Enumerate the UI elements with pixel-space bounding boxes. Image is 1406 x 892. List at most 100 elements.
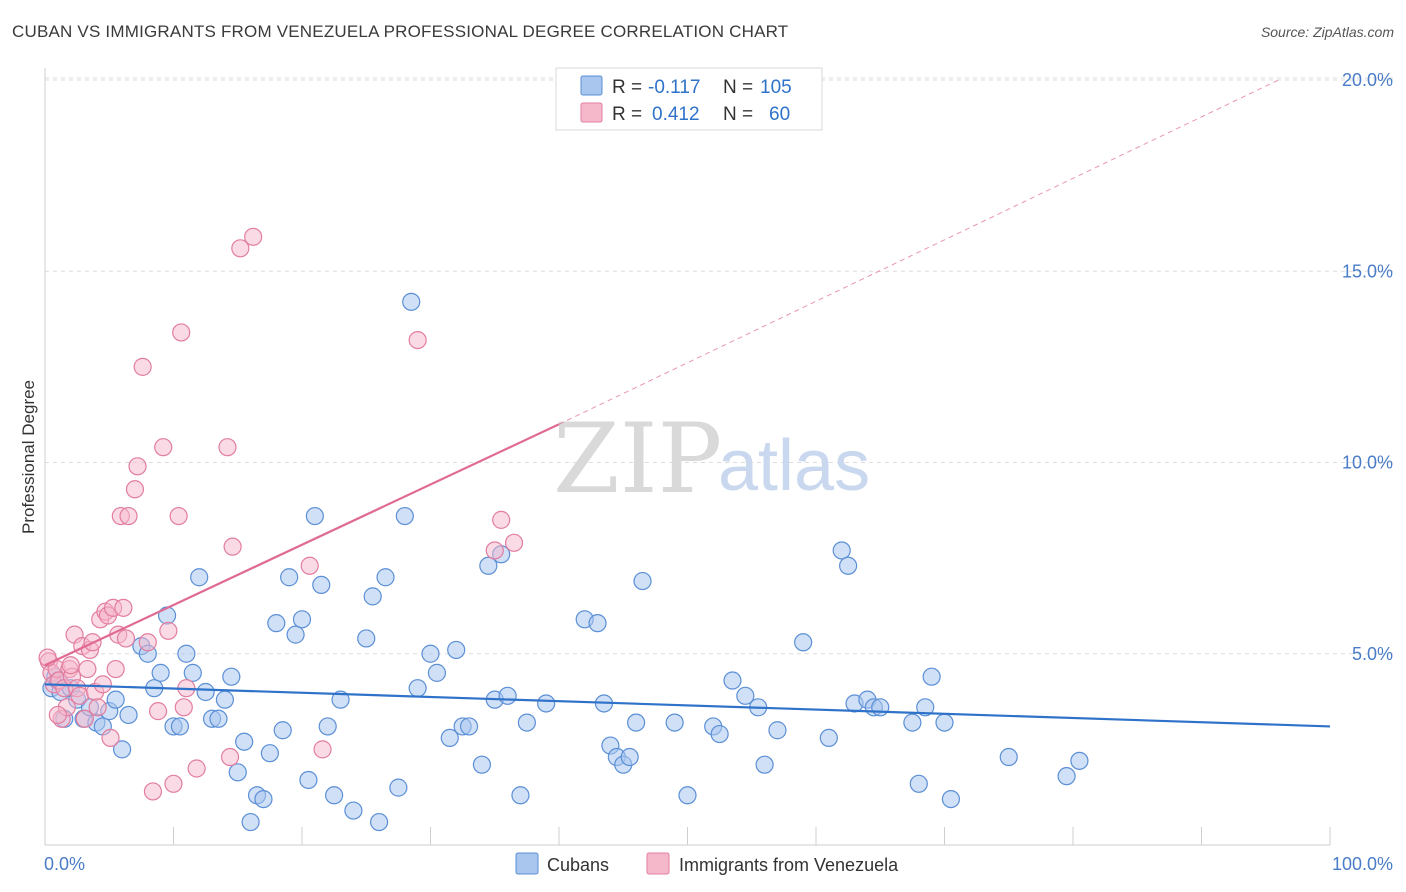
venezuela-legend-swatch (646, 852, 670, 875)
cubans-point (190, 568, 209, 587)
cubans-point (832, 541, 851, 560)
cubans-point (331, 690, 350, 709)
source-label: Source: ZipAtlas.com (1260, 24, 1394, 40)
cubans-r-value: -0.117 (648, 77, 700, 98)
venezuela-point (125, 480, 145, 499)
cubans-point (312, 575, 331, 595)
venezuela-point (61, 656, 80, 675)
cubans-point (941, 789, 961, 809)
cubans-point (909, 774, 928, 793)
cubans-n-value: 105 (760, 77, 792, 98)
cubans-point (106, 690, 125, 709)
cubans-point (280, 568, 299, 587)
cubans-point (292, 610, 312, 629)
cubans-point (1057, 767, 1076, 786)
y-axis-title: Professional Degree (19, 380, 38, 534)
venezuela-point (128, 457, 147, 476)
venezuela-point (119, 506, 138, 526)
cubans-point (112, 740, 132, 759)
cubans-point (344, 801, 363, 820)
cubans-point (260, 744, 279, 763)
cubans-point (922, 667, 941, 686)
venezuela-point (48, 705, 67, 725)
cubans-point (620, 747, 639, 767)
cubans-point (235, 732, 254, 751)
cubans-point (254, 789, 273, 809)
cubans-point (472, 755, 491, 774)
cubans-point (447, 640, 466, 660)
venezuela-point (169, 506, 188, 526)
cubans-point (517, 713, 536, 732)
venezuela-point (70, 686, 89, 705)
cubans-point (273, 721, 292, 740)
stats-legend: R = -0.117 N = 105 R = 0.412 N = 60 (555, 67, 823, 131)
cubans-point (209, 709, 228, 728)
cubans-point (479, 556, 498, 575)
cubans-point (665, 713, 684, 732)
cubans-point (299, 770, 318, 790)
y-tick-label: 5.0% (1352, 644, 1393, 664)
venezuela-point (106, 659, 125, 679)
cubans-point (363, 587, 382, 606)
venezuela-point (154, 438, 173, 457)
cubans-point (768, 721, 787, 740)
trend-lines (44, 79, 1331, 728)
cubans-point (222, 667, 241, 686)
cubans-point (498, 686, 517, 705)
venezuela-point (159, 621, 178, 640)
cubans-point (736, 686, 755, 705)
venezuela-point (408, 331, 427, 350)
venezuela-r-value: 0.412 (652, 104, 700, 125)
cubans-point (839, 556, 858, 575)
cubans-point (267, 614, 286, 633)
venezuela-point (101, 728, 120, 748)
cubans-point (588, 614, 607, 633)
cubans-point (286, 625, 305, 644)
cubans-point (819, 728, 838, 748)
cubans-point (402, 292, 421, 311)
axes (44, 68, 1331, 846)
watermark-zip: ZIP (553, 403, 722, 515)
x-tick-label: 100.0% (1332, 854, 1393, 874)
grid-lines (45, 77, 1393, 655)
cubans-point (440, 728, 459, 748)
cubans-points (42, 292, 1089, 832)
cubans-point (119, 705, 138, 725)
venezuela-point (220, 747, 240, 767)
cubans-point (421, 644, 440, 663)
cubans-point (427, 663, 447, 682)
venezuela-point (174, 698, 193, 717)
cubans-point (151, 663, 170, 682)
cubans-point (183, 663, 202, 682)
venezuela-point (313, 740, 332, 759)
cubans-point (395, 506, 414, 526)
cubans-point (170, 717, 190, 736)
watermark-atlas: atlas (718, 426, 870, 506)
cubans-point (511, 786, 530, 805)
venezuela-point (485, 541, 504, 560)
venezuela-swatch (580, 102, 603, 123)
venezuela-point (187, 759, 206, 778)
cubans-point (537, 694, 556, 713)
cubans-point (794, 633, 813, 652)
venezuela-point (231, 239, 250, 258)
cubans-point (357, 629, 376, 648)
cubans-point (916, 698, 935, 717)
venezuela-point (138, 633, 157, 652)
venezuela-legend-label: Immigrants from Venezuela (679, 855, 899, 875)
x-tick-labels: 0.0% 100.0% (44, 854, 1393, 874)
cubans-swatch (580, 75, 603, 96)
cubans-point (459, 717, 479, 736)
cubans-point (325, 786, 344, 805)
cubans-point (241, 812, 260, 832)
cubans-r-label: R = (612, 77, 642, 98)
venezuela-trend-line (44, 423, 560, 667)
venezuela-point (164, 774, 183, 793)
venezuela-r-label: R = (612, 104, 642, 125)
watermark: ZIP atlas (553, 403, 870, 515)
cubans-point (935, 713, 954, 732)
venezuela-point (492, 510, 511, 529)
cubans-point (177, 644, 196, 663)
y-tick-labels: 5.0% 10.0% 15.0% 20.0% (1342, 70, 1393, 664)
